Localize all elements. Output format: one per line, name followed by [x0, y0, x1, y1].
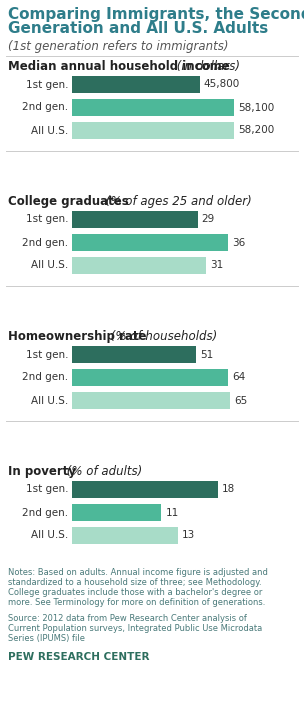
Text: Median annual household income: Median annual household income — [8, 60, 230, 73]
Text: 31: 31 — [210, 260, 223, 270]
Text: 1st gen.: 1st gen. — [26, 484, 68, 494]
Text: Comparing Immigrants, the Second: Comparing Immigrants, the Second — [8, 7, 304, 22]
Text: 58,100: 58,100 — [238, 102, 274, 112]
Text: In poverty: In poverty — [8, 465, 76, 478]
Text: 2nd gen.: 2nd gen. — [22, 102, 68, 112]
Text: 1st gen.: 1st gen. — [26, 79, 68, 89]
Bar — [72, 99, 234, 116]
Text: (% of households): (% of households) — [107, 330, 217, 343]
Text: Series (IPUMS) file: Series (IPUMS) file — [8, 634, 85, 643]
Bar — [72, 369, 228, 386]
Text: 58,200: 58,200 — [238, 126, 275, 135]
Text: College graduates include those with a bachelor's degree or: College graduates include those with a b… — [8, 588, 262, 597]
Text: standardized to a household size of three; see Methodology.: standardized to a household size of thre… — [8, 578, 262, 587]
Text: (% of adults): (% of adults) — [63, 465, 142, 478]
Text: 45,800: 45,800 — [204, 79, 240, 89]
Text: 11: 11 — [165, 508, 179, 517]
Text: 18: 18 — [222, 484, 236, 494]
Text: PEW RESEARCH CENTER: PEW RESEARCH CENTER — [8, 652, 150, 662]
Text: 36: 36 — [232, 237, 245, 248]
Bar — [72, 122, 234, 139]
Text: (% of ages 25 and older): (% of ages 25 and older) — [102, 195, 251, 208]
Text: 29: 29 — [202, 215, 215, 225]
Text: All U.S.: All U.S. — [31, 126, 68, 135]
Text: 2nd gen.: 2nd gen. — [22, 237, 68, 248]
Text: Homeownership rate: Homeownership rate — [8, 330, 147, 343]
Text: All U.S.: All U.S. — [31, 260, 68, 270]
Text: Generation and All U.S. Adults: Generation and All U.S. Adults — [8, 21, 268, 36]
Text: (1st generation refers to immigrants): (1st generation refers to immigrants) — [8, 40, 229, 53]
Bar — [72, 527, 178, 544]
Text: 65: 65 — [234, 395, 248, 406]
Text: 1st gen.: 1st gen. — [26, 215, 68, 225]
Text: (in dollars): (in dollars) — [173, 60, 240, 73]
Bar — [72, 257, 206, 274]
Text: 51: 51 — [200, 350, 214, 359]
Text: 2nd gen.: 2nd gen. — [22, 373, 68, 383]
Bar — [72, 346, 196, 363]
Text: Current Population surveys, Integrated Public Use Microdata: Current Population surveys, Integrated P… — [8, 624, 262, 633]
Bar — [72, 211, 198, 228]
Text: Notes: Based on adults. Annual income figure is adjusted and: Notes: Based on adults. Annual income fi… — [8, 568, 268, 577]
Bar — [72, 504, 161, 521]
Text: Source: 2012 data from Pew Research Center analysis of: Source: 2012 data from Pew Research Cent… — [8, 614, 247, 623]
Text: 1st gen.: 1st gen. — [26, 350, 68, 359]
Text: 64: 64 — [232, 373, 245, 383]
Bar — [72, 392, 230, 409]
Text: College graduates: College graduates — [8, 195, 129, 208]
Text: All U.S.: All U.S. — [31, 395, 68, 406]
Bar — [72, 76, 200, 93]
Text: All U.S.: All U.S. — [31, 531, 68, 541]
Bar — [72, 234, 228, 251]
Bar — [72, 481, 218, 498]
Text: more. See Terminology for more on definition of generations.: more. See Terminology for more on defini… — [8, 598, 265, 607]
Text: 13: 13 — [181, 531, 195, 541]
Text: 2nd gen.: 2nd gen. — [22, 508, 68, 517]
